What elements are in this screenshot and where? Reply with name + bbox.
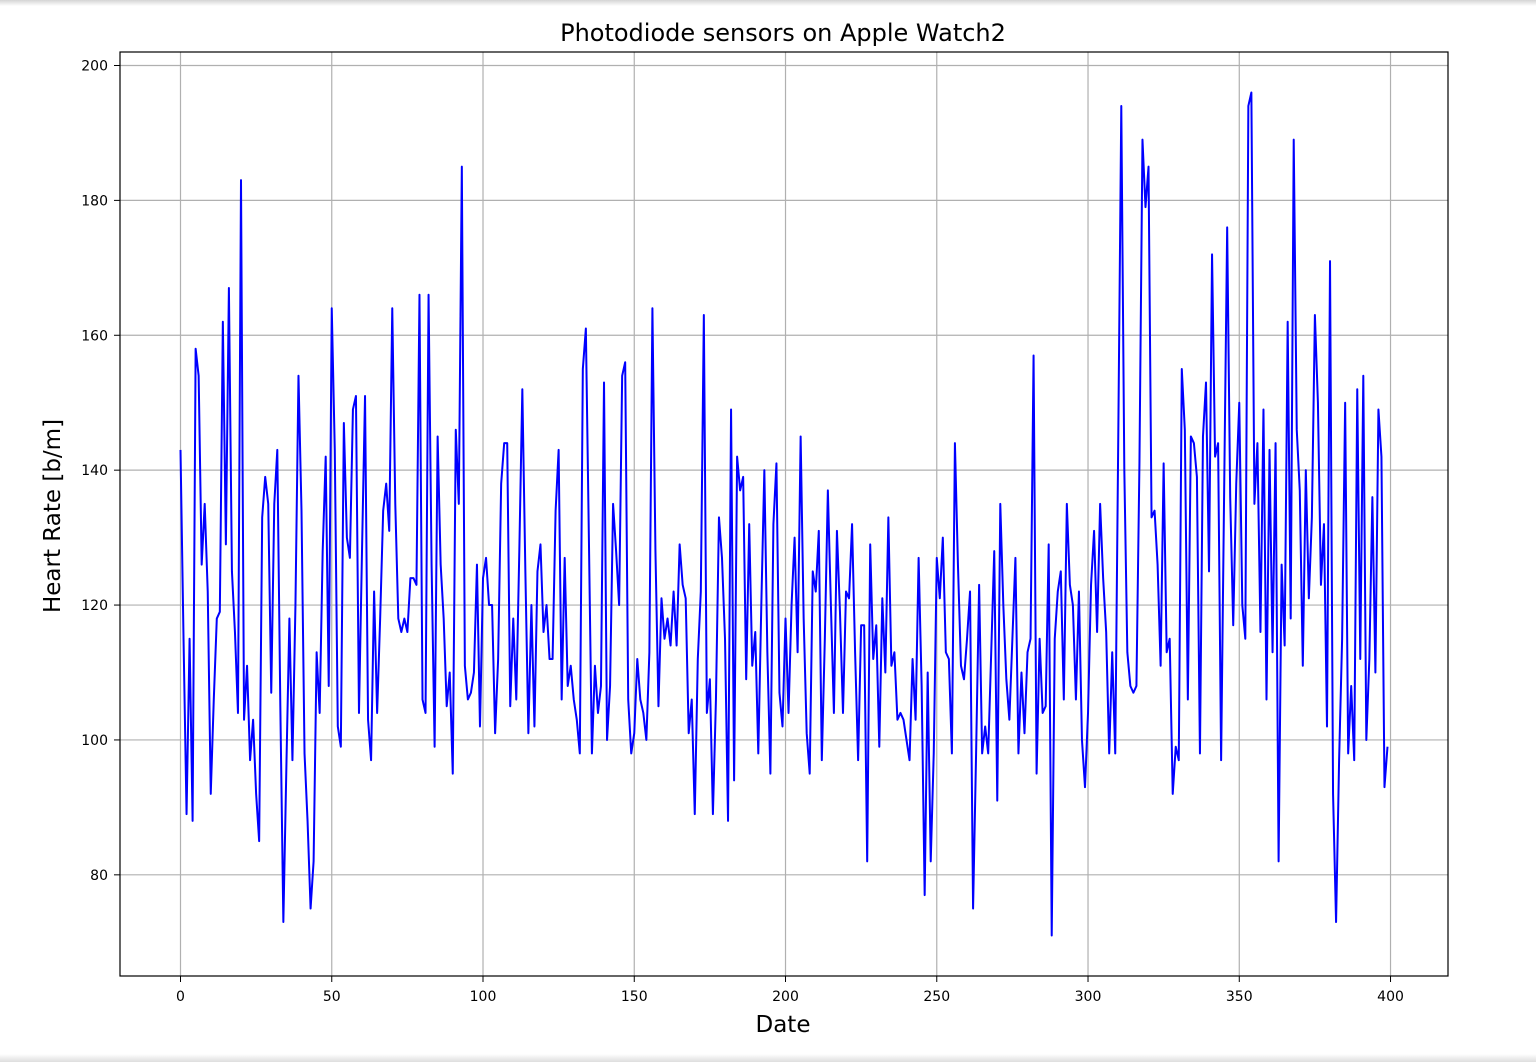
y-tick-label: 80 [90,868,108,884]
y-tick-label: 200 [81,58,108,74]
y-tick-label: 100 [81,733,108,749]
y-tick-label: 180 [81,193,108,209]
y-tick-label: 120 [81,598,108,614]
x-axis-label: Date [756,1012,811,1038]
y-axis-label: Heart Rate [b/m] [40,419,66,613]
y-tick-label: 160 [81,328,108,344]
plot-area [119,51,1449,977]
heart-rate-line [179,91,1389,937]
x-tick-label: 250 [923,989,950,1005]
axis-ticks: 0 50 100 150 200 250 300 350 400 80 100 120 140 160 18… [81,58,1404,1005]
x-tick-label: 50 [323,989,341,1005]
x-tick-label: 200 [772,989,799,1005]
chart-title: Photodiode sensors on Apple Watch2 [560,19,1006,47]
x-tick-label: 150 [621,989,648,1005]
x-tick-label: 100 [470,989,497,1005]
y-tick-label: 140 [81,463,108,479]
window-bottom-edge [0,1054,1536,1062]
window-top-edge [0,0,1536,6]
grid [120,52,1448,976]
x-tick-label: 300 [1075,989,1102,1005]
x-tick-label: 0 [176,989,185,1005]
x-tick-label: 350 [1226,989,1253,1005]
x-tick-label: 400 [1377,989,1404,1005]
